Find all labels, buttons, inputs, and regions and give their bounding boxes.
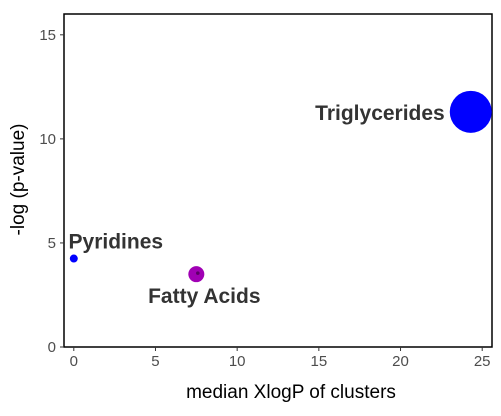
point-labels: Triglycerides Pyridines Fatty Acids: [69, 102, 445, 308]
y-axis-title: -log (p-value): [8, 124, 29, 236]
x-axis-ticks: 0 5 10 15 20 25: [70, 347, 491, 370]
plot-frame: [63, 13, 493, 348]
x-tick-label: 25: [474, 353, 491, 370]
x-tick-label: 15: [310, 353, 327, 370]
point-label: Fatty Acids: [148, 285, 260, 308]
data-point: [449, 90, 492, 133]
data-point: [69, 254, 78, 263]
y-tick-label: 0: [48, 339, 56, 356]
point-label: Triglycerides: [315, 102, 445, 125]
y-tick-label: 5: [48, 235, 56, 252]
y-axis-ticks: 0 5 10 15: [39, 27, 64, 356]
point-label: Pyridines: [69, 231, 164, 254]
x-tick-label: 20: [392, 353, 409, 370]
x-tick-label: 5: [151, 353, 159, 370]
data-points: [69, 90, 492, 283]
data-point: [188, 266, 205, 283]
y-tick-label: 15: [39, 27, 56, 44]
x-tick-label: 0: [70, 353, 78, 370]
data-point-inner: [196, 271, 200, 275]
x-tick-label: 10: [229, 353, 246, 370]
y-tick-label: 10: [39, 131, 56, 148]
x-axis-title: median XlogP of clusters: [186, 382, 396, 403]
